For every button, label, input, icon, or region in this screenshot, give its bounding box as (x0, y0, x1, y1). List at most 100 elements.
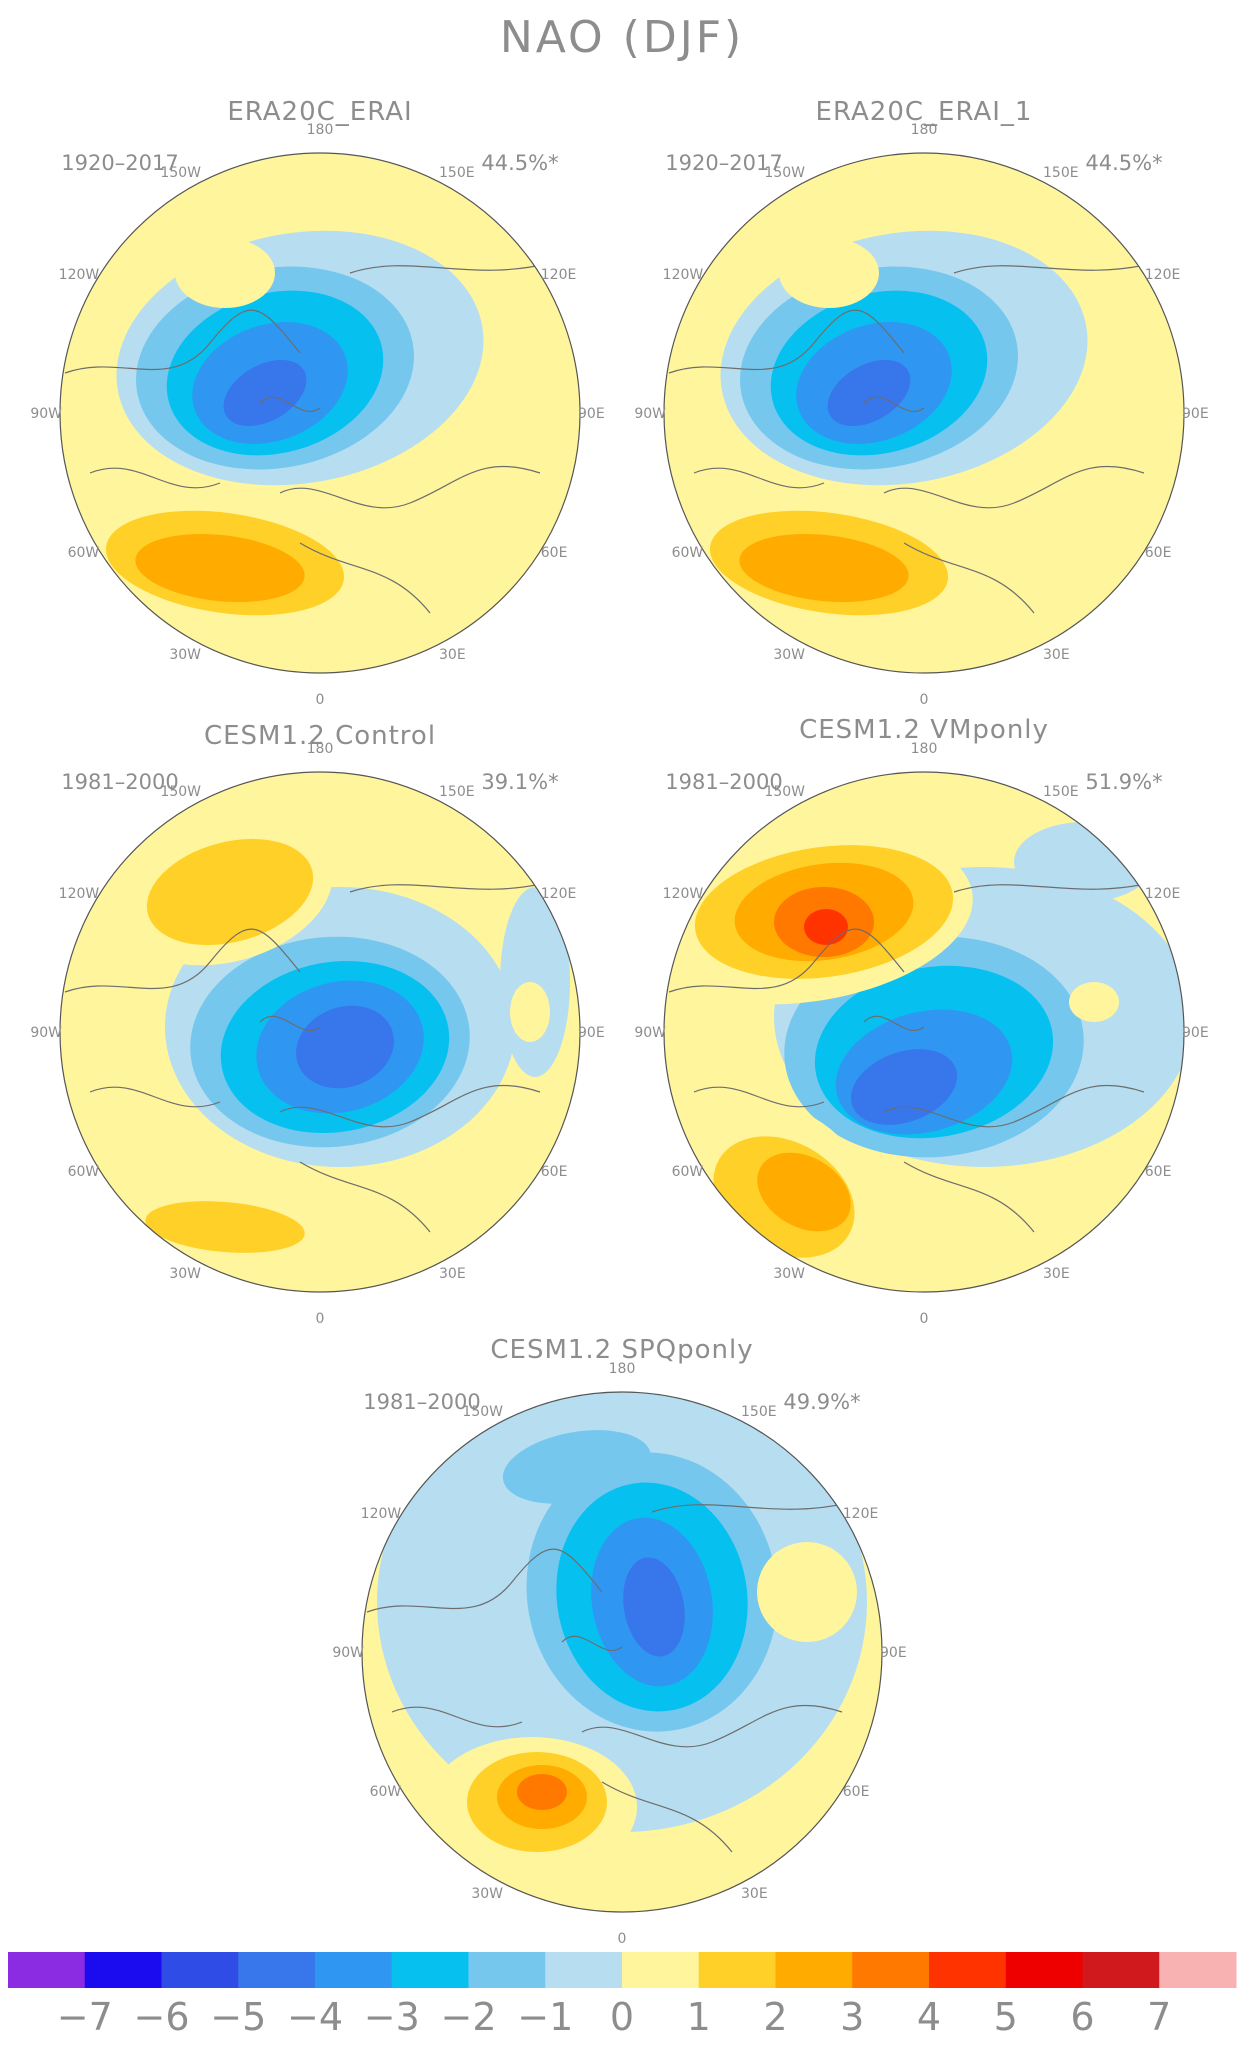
longitude-label: 30E (1043, 647, 1070, 663)
longitude-label: 120W (59, 886, 100, 902)
colorbar-label: 2 (763, 1995, 787, 2039)
colorbar-swatch (238, 1952, 316, 1988)
colorbar-swatch (468, 1952, 546, 1988)
anomaly-contour (145, 1201, 305, 1253)
figure-title: NAO (DJF) (500, 12, 744, 63)
coastline (863, 1015, 925, 1031)
longitude-label: 30W (471, 1886, 503, 1902)
map-border (663, 152, 1185, 674)
longitude-label: 60E (541, 1164, 568, 1180)
coastline (349, 262, 551, 274)
longitude-label: 150W (764, 784, 805, 800)
longitude-label: 90W (30, 406, 62, 422)
longitude-label: 90W (30, 1025, 62, 1041)
colorbar-swatch (161, 1952, 239, 1988)
map-border (361, 1391, 883, 1913)
anomaly-contour (779, 238, 879, 308)
longitude-label: 0 (920, 1311, 929, 1327)
period-label: 1920–2017 (61, 151, 178, 175)
longitude-label: 30E (741, 1886, 768, 1902)
longitude-label: 90E (578, 1025, 605, 1041)
longitude-label: 180 (911, 122, 938, 138)
colorbar-swatch (929, 1952, 1007, 1988)
colorbar-swatch (622, 1952, 700, 1988)
coastline (953, 262, 1155, 274)
longitude-label: 150W (764, 165, 805, 181)
longitude-label: 120W (59, 267, 100, 283)
coastline (903, 1161, 1035, 1233)
coastline (391, 1706, 523, 1728)
variance-label: 51.9%* (1085, 770, 1162, 794)
map-border (59, 771, 581, 1293)
longitude-label: 90W (634, 1025, 666, 1041)
colorbar-swatch (698, 1952, 776, 1988)
longitude-label: 30W (169, 1266, 201, 1282)
longitude-label: 120W (663, 267, 704, 283)
anomaly-contour (827, 359, 911, 427)
coastlines (366, 1501, 853, 1853)
panel-title: CESM1.2 VMponly (799, 715, 1049, 745)
longitude-label: 90E (1182, 406, 1209, 422)
coastlines (668, 881, 1155, 1233)
coastline (259, 396, 321, 412)
period-label: 1920–2017 (665, 151, 782, 175)
colorbar-label: −7 (57, 1995, 113, 2039)
colorbar-swatch (1082, 1952, 1160, 1988)
colorbar-label: −6 (133, 1995, 189, 2039)
longitude-label: 60W (370, 1784, 402, 1800)
longitude-label: 60E (843, 1784, 870, 1800)
panel-title: CESM1.2 SPQponly (490, 1335, 753, 1365)
coastline (259, 1015, 321, 1031)
longitude-label: 30E (1043, 1266, 1070, 1282)
longitude-label: 180 (609, 1361, 636, 1377)
coastline (883, 1084, 1145, 1128)
longitude-label: 90W (634, 406, 666, 422)
anomaly-contour (757, 1542, 857, 1642)
longitude-label: 60E (541, 545, 568, 561)
colorbar-label: 3 (840, 1995, 864, 2039)
coastline (561, 1635, 623, 1651)
coastline (953, 881, 1155, 893)
coastline (601, 1781, 733, 1853)
anomaly-contour (517, 1774, 567, 1810)
colorbar-label: −1 (517, 1995, 573, 2039)
longitude-label: 30W (773, 647, 805, 663)
longitude-label: 30W (169, 647, 201, 663)
colorbar-swatch (1159, 1952, 1237, 1988)
anomaly-contour (1014, 822, 1154, 902)
map-border (59, 152, 581, 674)
coastline (299, 542, 431, 614)
colorbar-swatch (1005, 1952, 1083, 1988)
coastline (64, 309, 301, 374)
anomaly-contour (850, 1049, 958, 1125)
colorbar-label: −3 (364, 1995, 420, 2039)
panel-title: ERA20C_ERAI (227, 97, 412, 127)
longitude-label: 150E (741, 1404, 777, 1420)
longitude-label: 60W (672, 1164, 704, 1180)
colorbar-swatch (391, 1952, 469, 1988)
coastline (299, 1161, 431, 1233)
coastline (883, 465, 1145, 509)
longitude-label: 0 (316, 692, 325, 708)
map-panels: ERA20C_ERAI 180 150E 120E 90E 60E 30E 0 30W 60W 90… (30, 97, 1208, 1947)
colorbar-label: 7 (1147, 1995, 1171, 2039)
longitude-label: 120E (1145, 267, 1181, 283)
colorbar: −7 −6 −5 −4 −3 −2 −1 0 1 2 3 4 5 6 7 (8, 1952, 1237, 2039)
coastline (279, 465, 541, 509)
anomaly-contour (296, 1005, 394, 1089)
longitude-label: 120E (541, 886, 577, 902)
longitude-label: 0 (618, 1931, 627, 1947)
coastlines (64, 881, 551, 1233)
coastlines (668, 262, 1155, 614)
colorbar-label: −4 (287, 1995, 343, 2039)
variance-label: 39.1%* (481, 770, 558, 794)
panel-title: CESM1.2 Control (204, 721, 436, 751)
longitude-label: 60E (1145, 545, 1172, 561)
colorbar-swatch (315, 1952, 393, 1988)
longitude-label: 0 (920, 692, 929, 708)
anomaly-contour (623, 1557, 685, 1657)
period-label: 1981–2000 (665, 770, 782, 794)
